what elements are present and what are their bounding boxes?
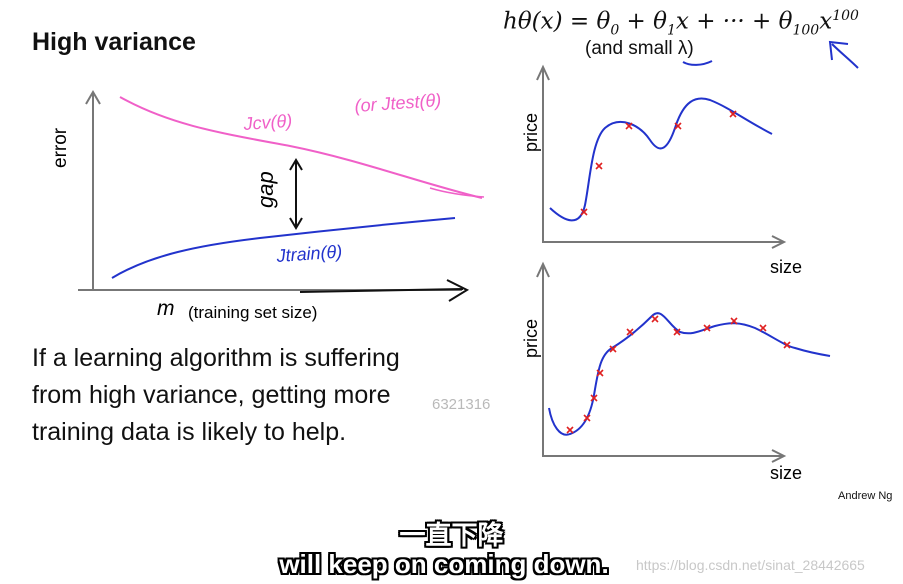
error-axis-arrowhead xyxy=(85,90,101,105)
body-line: from high variance, getting more xyxy=(32,381,391,409)
slide-title: High variance xyxy=(32,28,196,56)
data-point xyxy=(673,328,681,336)
author-credit: Andrew Ng xyxy=(838,490,893,502)
bottom-plot-fit-curve xyxy=(548,312,831,436)
hypothesis-formula: hθ(x) = θ0 + θ1x + ··· + θ100x100 xyxy=(503,8,859,39)
data-point xyxy=(759,324,767,332)
bottom-plot-xlabel: size xyxy=(770,463,802,483)
bottom-plot-y-arrowhead xyxy=(536,261,550,278)
top-plot-x-arrowhead xyxy=(771,235,787,249)
data-point xyxy=(730,317,738,325)
data-point xyxy=(566,426,574,434)
body-line: training data is likely to help. xyxy=(32,418,347,446)
subtitle-english: will keep on coming down. xyxy=(279,549,609,579)
bottom-plot-x-arrowhead xyxy=(771,449,787,463)
data-point xyxy=(596,369,604,377)
top-plot-fit-curve xyxy=(549,97,773,222)
data-point xyxy=(783,341,791,349)
m-axis-label: (training set size) xyxy=(188,303,317,322)
lambda-underline xyxy=(682,60,713,66)
data-point xyxy=(590,394,598,402)
m-axis-hand-arrowhead xyxy=(446,279,470,302)
jtest-label: (or Jtest(θ) xyxy=(354,90,442,116)
data-point xyxy=(595,162,603,170)
top-plot-y-arrowhead xyxy=(536,64,550,81)
data-point xyxy=(674,122,682,130)
watermark-url: https://blog.csdn.net/sinat_28442665 xyxy=(636,557,865,573)
top-plot-xlabel: size xyxy=(770,257,802,277)
formula-pointer-arrow xyxy=(831,43,859,69)
data-point xyxy=(609,345,617,353)
data-point xyxy=(625,122,633,130)
m-axis-hand-arrow xyxy=(299,288,464,293)
gap-arrow-top xyxy=(289,158,303,171)
bottom-plot-ylabel: price xyxy=(521,319,541,358)
gap-label: gap xyxy=(253,171,278,208)
data-point xyxy=(580,208,588,216)
top-plot-ylabel: price xyxy=(521,113,541,152)
watermark-number: 6321316 xyxy=(432,396,491,413)
data-point xyxy=(626,328,634,336)
data-point xyxy=(583,414,591,422)
data-point xyxy=(651,315,659,323)
bottom-plot-points xyxy=(566,315,791,434)
m-symbol: m xyxy=(157,297,175,320)
jcv-curve xyxy=(119,96,483,199)
top-plot-points xyxy=(580,110,737,216)
jtrain-label: Jtrain(θ) xyxy=(275,241,343,266)
jcv-label: Jcv(θ) xyxy=(242,111,293,134)
jtrain-curve xyxy=(111,217,456,279)
body-line: If a learning algorithm is suffering xyxy=(32,344,400,372)
data-point xyxy=(729,110,737,118)
formula-pointer-arrowhead xyxy=(828,40,849,61)
subtitle-chinese: 一直下降 xyxy=(399,520,504,550)
error-axis-label: error xyxy=(50,127,71,168)
data-point xyxy=(703,324,711,332)
gap-arrow-bottom xyxy=(289,217,303,230)
jcv-curve-tail xyxy=(429,187,485,198)
body-text: If a learning algorithm is suffering fro… xyxy=(32,340,502,451)
regularization-note: (and small λ) xyxy=(585,38,694,59)
